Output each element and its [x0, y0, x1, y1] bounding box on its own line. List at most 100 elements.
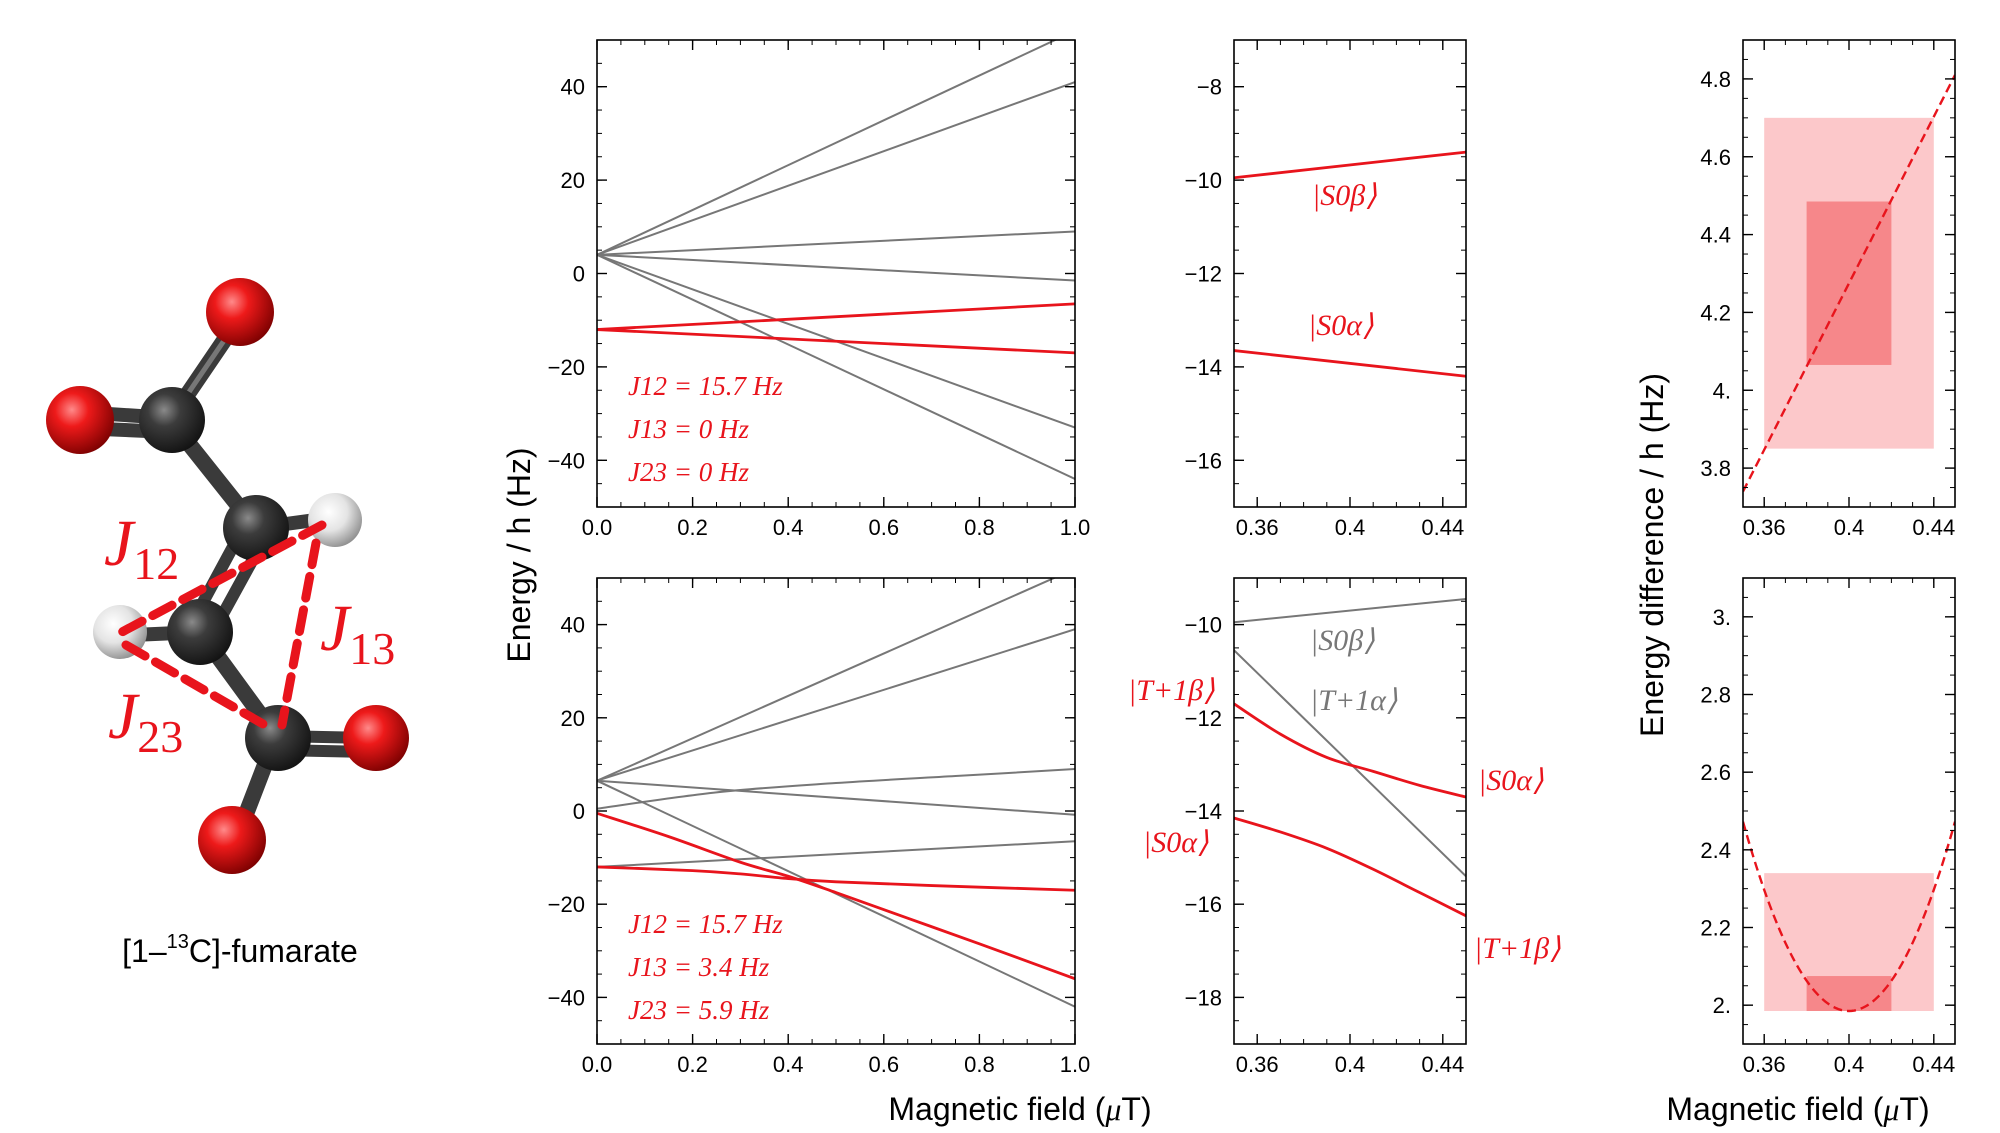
series-gray4 — [597, 779, 1075, 816]
series-gray2 — [597, 628, 1075, 782]
series-S0alpha — [597, 865, 1075, 892]
y-tick-label: 40 — [561, 75, 585, 100]
y-tick-label: −8 — [1197, 75, 1222, 100]
series-S0alpha — [597, 328, 1075, 355]
x-tick-label: 1.0 — [1060, 515, 1091, 540]
series-gray3 — [597, 230, 1075, 256]
y-tick-label: −40 — [548, 985, 585, 1010]
panel-bottom-zoom: 0.36 0.4 0.44 −10 −12 −14 −16 −18 — [1185, 577, 1467, 1077]
x-tick-label: 0.36 — [1743, 515, 1786, 540]
y-tick-label: 2.6 — [1700, 760, 1731, 785]
j12-label: J12 — [104, 507, 179, 589]
x-tick-label: 0.44 — [1912, 1052, 1955, 1077]
x-tick-label: 0.6 — [869, 1052, 900, 1077]
series-S0beta — [1234, 597, 1466, 624]
field-axis-label-left: Magnetic field (μT) — [888, 1091, 1151, 1127]
x-tick-label: 0.4 — [773, 515, 804, 540]
y-tick-label: 20 — [561, 168, 585, 193]
y-tick-label: −10 — [1185, 613, 1222, 638]
bottom_full-plot-area — [597, 578, 1075, 1008]
oxygen-atom — [343, 705, 409, 771]
j13-sub: 13 — [349, 623, 395, 674]
x-tick-label: 0.44 — [1912, 515, 1955, 540]
coupling-dashes — [117, 520, 327, 733]
series-gray3 — [597, 768, 1075, 810]
j13-label: J13 — [320, 592, 395, 674]
carbon-atom — [223, 495, 289, 561]
top-zoom-state-labels: |S0β⟩ |S0α⟩ — [1308, 179, 1377, 342]
panel-top-zoom: 0.36 0.4 0.44 −8 −10 −12 −14 −16 — [1185, 39, 1467, 540]
y-tick-label: 4. — [1713, 378, 1731, 403]
x-tick-label: 0.4 — [1335, 515, 1366, 540]
bottom-zoom-state-labels: |S0β⟩ |T+1α⟩ |T+1β⟩ |S0α⟩ |S0α⟩ |T+1β⟩ — [1128, 624, 1561, 965]
bottom_zoom-plot-area — [1234, 597, 1466, 918]
oxygen-atom — [46, 386, 114, 454]
series-gray2 — [597, 81, 1075, 256]
series-T1beta — [597, 811, 1075, 981]
molecule-name-sup: 13 — [167, 931, 189, 953]
y-tick-label: 4.2 — [1700, 300, 1731, 325]
y-tick-label: −20 — [548, 892, 585, 917]
y-tick-label: −18 — [1185, 985, 1222, 1010]
series-S0alpha — [1234, 349, 1466, 378]
series-S0alpha — [1234, 816, 1466, 918]
state-label-s0alpha: |S0α⟩ — [1308, 309, 1374, 342]
y-tick-label: −12 — [1185, 262, 1222, 287]
state-label-s0alpha-left: |S0α⟩ — [1143, 826, 1209, 859]
series-S0beta — [1234, 150, 1466, 180]
y-tick-label: 3.8 — [1700, 456, 1731, 481]
molecule-name-prefix: [1– — [122, 933, 167, 969]
x-tick-label: 0.0 — [582, 515, 613, 540]
series-gray6 — [597, 840, 1075, 868]
x-tick-label: 0.44 — [1421, 515, 1464, 540]
state-label-s0alpha-right: |S0α⟩ — [1478, 764, 1544, 797]
panel-bottom-diff: 0.36 0.4 0.44 3. 2.8 2.6 2.4 2.2 2. — [1700, 577, 1956, 1077]
x-tick-label: 0.36 — [1236, 1052, 1279, 1077]
series-gray6 — [597, 253, 1075, 480]
x-tick-label: 0.4 — [1335, 1052, 1366, 1077]
y-tick-label: −14 — [1185, 799, 1222, 824]
series-S0beta — [597, 302, 1075, 331]
state-label-t1beta-left: |T+1β⟩ — [1128, 674, 1215, 707]
y-tick-label: 0 — [573, 262, 585, 287]
panel-bottom-full: 0.0 0.2 0.4 0.6 0.8 1.0 40 20 0 −20 −40 — [548, 577, 1091, 1077]
top_diff-plot-area — [1743, 74, 1955, 492]
series-energy_difference — [1743, 821, 1955, 1013]
top-j13-annotation: J13 = 0 Hz — [628, 414, 749, 444]
x-tick-label: 0.8 — [964, 515, 995, 540]
y-tick-label: 4.6 — [1700, 145, 1731, 170]
state-label-t1beta-right: |T+1β⟩ — [1474, 932, 1561, 965]
x-tick-label: 1.0 — [1060, 1052, 1091, 1077]
bottom-j23-annotation: J23 = 5.9 Hz — [628, 995, 770, 1025]
oxygen-atom — [206, 278, 274, 346]
series-gray1 — [597, 578, 1057, 782]
panel-top-full: 0.0 0.2 0.4 0.6 0.8 1.0 40 20 0 −20 −40 — [548, 39, 1091, 540]
field-axis-label-right: Magnetic field (μT) — [1666, 1091, 1929, 1127]
series-T1beta — [1234, 702, 1466, 799]
energy-difference-axis-label: Energy difference / h (Hz) — [1634, 373, 1670, 737]
y-tick-label: 0 — [573, 799, 585, 824]
top_full-plot-area — [597, 40, 1075, 480]
panel-top-diff: 0.36 0.4 0.44 4.8 4.6 4.4 4.2 4. 3.8 — [1700, 39, 1956, 540]
top-j23-annotation: J23 = 0 Hz — [628, 457, 749, 487]
y-tick-label: 2. — [1713, 993, 1731, 1018]
hydrogen-atom — [308, 493, 362, 547]
top-full-annotations: J12 = 15.7 Hz J13 = 0 Hz J23 = 0 Hz — [628, 371, 783, 487]
x-tick-label: 0.36 — [1236, 515, 1279, 540]
series-gray1 — [597, 40, 1058, 256]
x-tick-label: 0.36 — [1743, 1052, 1786, 1077]
bottom-full-annotations: J12 = 15.7 Hz J13 = 3.4 Hz J23 = 5.9 Hz — [628, 909, 783, 1025]
y-tick-label: −40 — [548, 448, 585, 473]
x-tick-label: 0.6 — [869, 515, 900, 540]
x-tick-label: 0.0 — [582, 1052, 613, 1077]
j23-sub: 23 — [137, 711, 183, 762]
carbon-atom — [167, 599, 233, 665]
energy-axis-label: Energy / h (Hz) — [501, 447, 537, 662]
molecule-name: [1–13C]-fumarate — [122, 931, 358, 969]
y-tick-label: 2.4 — [1700, 838, 1731, 863]
bottom_diff-plot-area — [1743, 821, 1955, 1013]
y-tick-label: 4.8 — [1700, 67, 1731, 92]
y-tick-label: 2.2 — [1700, 916, 1731, 941]
x-tick-label: 0.4 — [773, 1052, 804, 1077]
